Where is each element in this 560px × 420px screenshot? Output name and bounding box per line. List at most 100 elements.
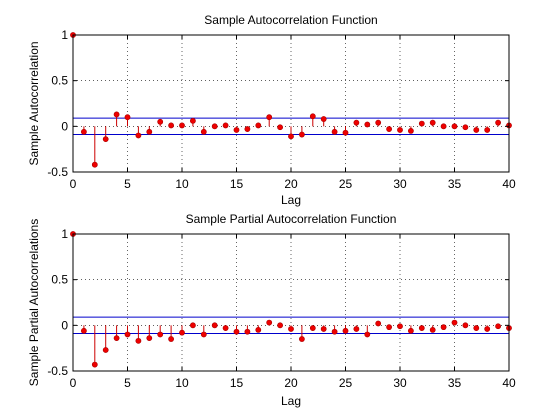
x-tick-label: 15 (230, 177, 244, 191)
x-tick-label: 20 (284, 376, 298, 390)
stem-marker (407, 127, 414, 134)
stem-marker (309, 325, 316, 331)
stem-marker (397, 323, 403, 330)
stem-marker (113, 335, 120, 342)
stem-marker (397, 127, 403, 133)
x-tick-label: 20 (284, 177, 298, 191)
stem-marker (429, 119, 436, 126)
stem-marker (211, 123, 218, 130)
x-tick-label: 25 (339, 376, 353, 390)
stem-marker (418, 120, 425, 127)
stem-marker (200, 331, 207, 338)
stem-marker (244, 328, 251, 335)
stem-marker (168, 336, 174, 342)
chart-title: Sample Partial Autocorrelation Function (186, 212, 397, 226)
stem-marker (277, 322, 283, 329)
stem-marker (189, 117, 196, 124)
x-tick-label: 10 (175, 376, 189, 390)
stem-marker (81, 128, 87, 135)
x-tick-label: 35 (448, 376, 462, 390)
stem-marker (462, 124, 469, 131)
stem-marker (440, 123, 447, 130)
stem-marker (451, 123, 458, 130)
stem-marker (375, 119, 382, 126)
y-tick-label: 0.5 (51, 273, 68, 287)
y-tick-label: 0 (61, 119, 68, 133)
stem-marker (418, 325, 425, 331)
stem-marker (288, 326, 294, 332)
x-tick-label: 0 (70, 177, 77, 191)
stem-marker (168, 122, 174, 129)
stem-marker (222, 122, 229, 129)
stem-marker (484, 326, 491, 332)
stem-marker (200, 128, 207, 135)
x-tick-label: 40 (502, 177, 516, 191)
stem-marker (342, 129, 349, 136)
stem-marker (309, 113, 316, 120)
y-axis-label: Sample Partial Autocorrelations (27, 219, 41, 386)
chart-title: Sample Autocorrelation Function (204, 13, 377, 27)
y-tick-label: 0.5 (51, 74, 68, 88)
stem-marker (320, 326, 327, 332)
stem-marker (222, 325, 229, 331)
x-tick-label: 15 (230, 376, 244, 390)
x-tick-label: 0 (70, 376, 77, 390)
stem-marker (364, 331, 371, 338)
stem-marker (288, 133, 294, 140)
stem-marker (342, 327, 349, 334)
y-tick-label: -0.5 (47, 364, 68, 378)
stem-marker (429, 326, 436, 333)
stem-marker (298, 131, 305, 138)
stem-marker (255, 326, 262, 333)
y-tick-label: 1 (61, 227, 68, 241)
x-tick-label: 30 (393, 177, 407, 191)
stem-marker (298, 336, 305, 342)
stem-marker (179, 329, 185, 336)
stem-marker (473, 325, 480, 331)
stem-marker (113, 111, 120, 118)
stem-marker (331, 128, 338, 135)
stem-marker (495, 119, 501, 126)
stem-marker (124, 114, 131, 121)
y-axis-label: Sample Autocorrelation (27, 41, 41, 165)
x-tick-label: 40 (502, 376, 516, 390)
stem-marker (124, 331, 131, 338)
x-axis-label: Lag (281, 394, 301, 408)
x-axis-label: Lag (281, 193, 301, 207)
y-tick-label: 1 (61, 28, 68, 42)
stem-marker (407, 327, 414, 334)
y-tick-label: -0.5 (47, 165, 68, 179)
stem-marker (386, 324, 392, 331)
stem-marker (91, 361, 98, 368)
stem-marker (277, 124, 283, 131)
stem-marker (102, 136, 109, 143)
stem-marker (157, 331, 164, 338)
stem-marker (484, 127, 491, 133)
x-tick-label: 30 (393, 376, 407, 390)
stem-marker (146, 335, 153, 342)
stem-marker (375, 320, 382, 327)
stem-marker (386, 126, 392, 132)
stem-marker (331, 328, 338, 335)
stem-marker (495, 323, 501, 330)
stem-marker (189, 322, 196, 329)
stem-marker (353, 326, 360, 332)
x-tick-label: 5 (124, 177, 131, 191)
x-tick-label: 10 (175, 177, 189, 191)
x-tick-label: 25 (339, 177, 353, 191)
stem-marker (179, 122, 185, 129)
stem-marker (320, 116, 327, 122)
stem-marker (462, 322, 469, 329)
stem-marker (266, 319, 273, 326)
x-tick-label: 5 (124, 376, 131, 390)
stem-marker (473, 127, 480, 133)
stem-marker (353, 119, 360, 126)
stem-marker (244, 126, 251, 132)
y-tick-label: 0 (61, 318, 68, 332)
stem-marker (255, 122, 262, 129)
stem-marker (211, 322, 218, 329)
stem-marker (451, 319, 458, 326)
